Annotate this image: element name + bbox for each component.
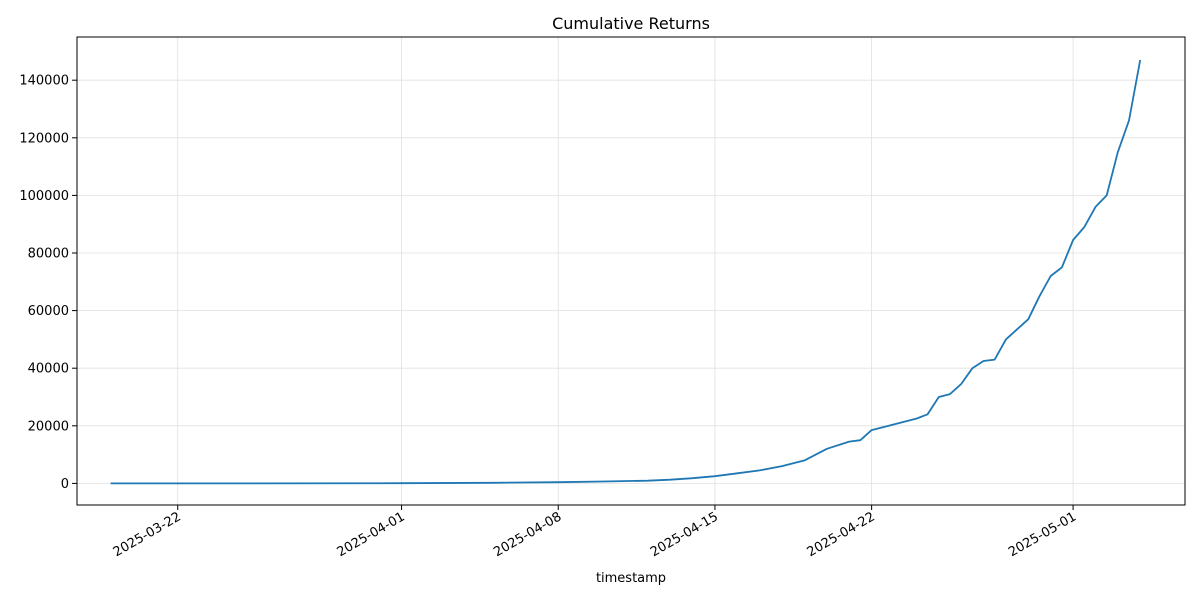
series-layer: [110, 59, 1142, 485]
grid: [77, 37, 1185, 505]
chart-title: Cumulative Returns: [552, 14, 710, 33]
y-tick-label: 120000: [19, 131, 69, 146]
y-tick-label: 40000: [28, 362, 69, 377]
y-tick-label: 140000: [19, 74, 69, 89]
y-tick-label: 100000: [19, 189, 69, 204]
plot-frame: [76, 36, 1186, 506]
y-tick-label: 80000: [28, 247, 69, 262]
y-tick-label: 20000: [28, 419, 69, 434]
y-axis: 0 20000 40000 60000 80000 100000 120000 140000: [19, 74, 77, 492]
y-tick-label: 60000: [28, 304, 69, 319]
y-tick-label: 0: [61, 477, 69, 492]
x-axis-label: timestamp: [596, 571, 666, 586]
series-line: [110, 59, 1142, 485]
